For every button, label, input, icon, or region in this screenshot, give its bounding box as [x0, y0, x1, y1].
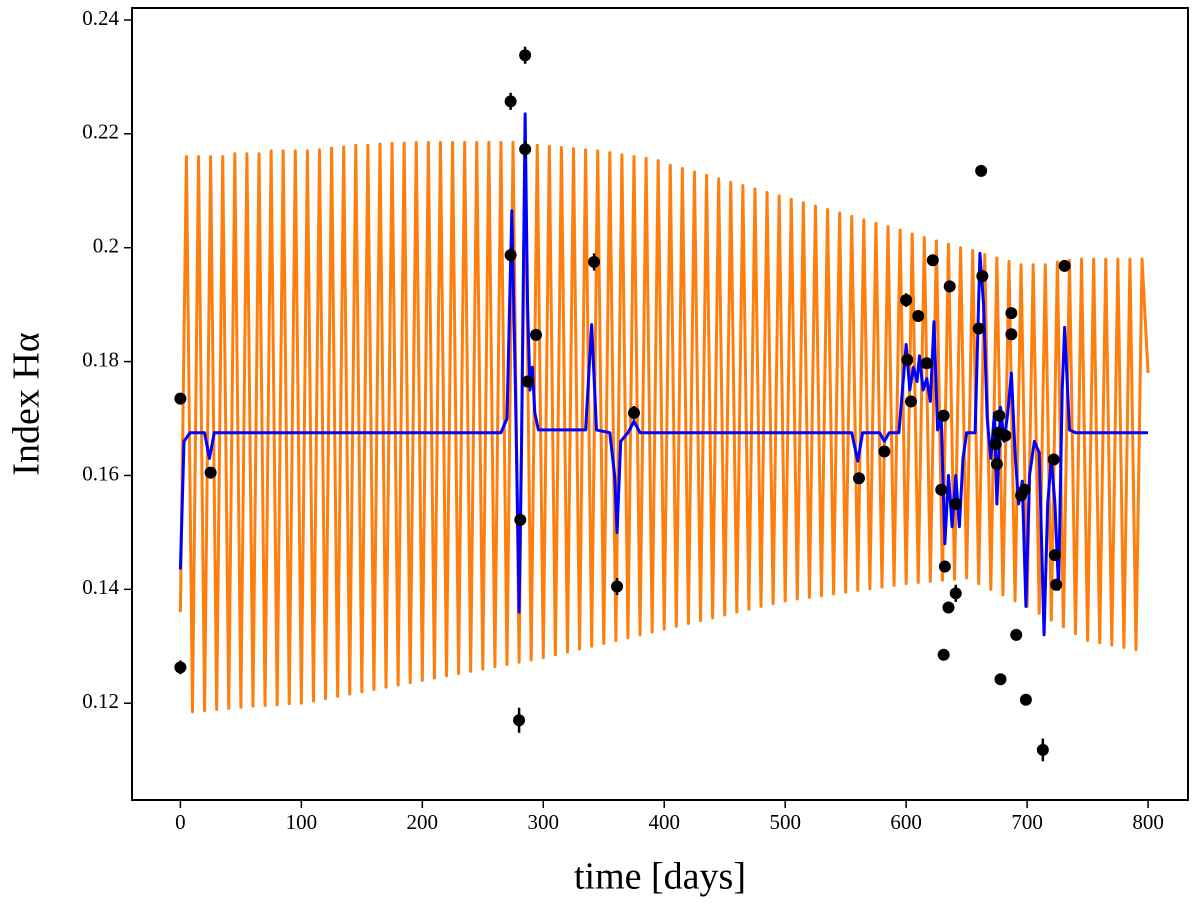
data-point [1048, 549, 1061, 562]
data-point [989, 438, 1002, 451]
x-tick-label: 800 [1132, 810, 1164, 834]
data-point [174, 392, 187, 405]
y-tick-label: 0.24 [82, 6, 119, 30]
data-point [519, 143, 532, 156]
data-point [972, 322, 985, 335]
y-tick-label: 0.2 [93, 234, 119, 258]
y-tick-label: 0.14 [82, 575, 119, 599]
data-point [1036, 743, 1049, 756]
data-point [993, 409, 1006, 422]
plot-frame [131, 7, 1189, 801]
data-point [588, 255, 601, 268]
x-tick-label: 400 [648, 810, 680, 834]
line-series [178, 112, 1149, 637]
data-point [994, 673, 1007, 686]
data-point [204, 466, 217, 479]
data-point [1058, 259, 1071, 272]
data-point [1050, 578, 1063, 591]
data-point [942, 601, 955, 614]
data-point [1047, 453, 1060, 466]
data-point [935, 483, 948, 496]
data-point [901, 353, 914, 366]
x-tick-label: 700 [1011, 810, 1043, 834]
data-point [999, 429, 1012, 442]
data-point [504, 249, 517, 262]
data-point [519, 49, 532, 62]
x-tick-label: 100 [286, 810, 318, 834]
data-point [611, 580, 624, 593]
data-point [1010, 628, 1023, 641]
x-axis-label: time [days] [574, 856, 746, 898]
y-tick-label: 0.16 [82, 461, 119, 485]
y-tick-label: 0.22 [82, 120, 119, 144]
data-point [878, 445, 891, 458]
data-point [627, 406, 640, 419]
data-point [920, 357, 933, 370]
data-point [949, 587, 962, 600]
x-tick-label: 500 [769, 810, 801, 834]
data-point [937, 409, 950, 422]
data-point [1018, 483, 1031, 496]
data-point [926, 254, 939, 267]
data-point [975, 164, 988, 177]
data-point [1019, 693, 1032, 706]
data-point [1005, 307, 1018, 320]
data-point [912, 310, 925, 323]
data-point [937, 648, 950, 661]
data-point [521, 375, 534, 388]
data-point [174, 661, 187, 674]
data-point [904, 395, 917, 408]
x-tick-label: 200 [407, 810, 439, 834]
plot-area [174, 46, 1150, 762]
y-tick-label: 0.18 [82, 347, 119, 371]
x-tick-label: 600 [890, 810, 922, 834]
y-axis-label: Index Hα [6, 332, 48, 475]
data-point [943, 280, 956, 293]
data-point [504, 95, 517, 108]
x-tick-label: 300 [528, 810, 560, 834]
data-point [976, 270, 989, 283]
data-point [1005, 328, 1018, 341]
x-tick-label: 0 [175, 810, 186, 834]
data-point [900, 294, 913, 307]
data-point [949, 497, 962, 510]
data-point [530, 328, 543, 341]
data-point [514, 513, 527, 526]
y-tick-label: 0.12 [82, 689, 119, 713]
data-point [852, 472, 865, 485]
data-point [938, 560, 951, 573]
data-point [990, 458, 1003, 471]
data-point [513, 714, 526, 727]
